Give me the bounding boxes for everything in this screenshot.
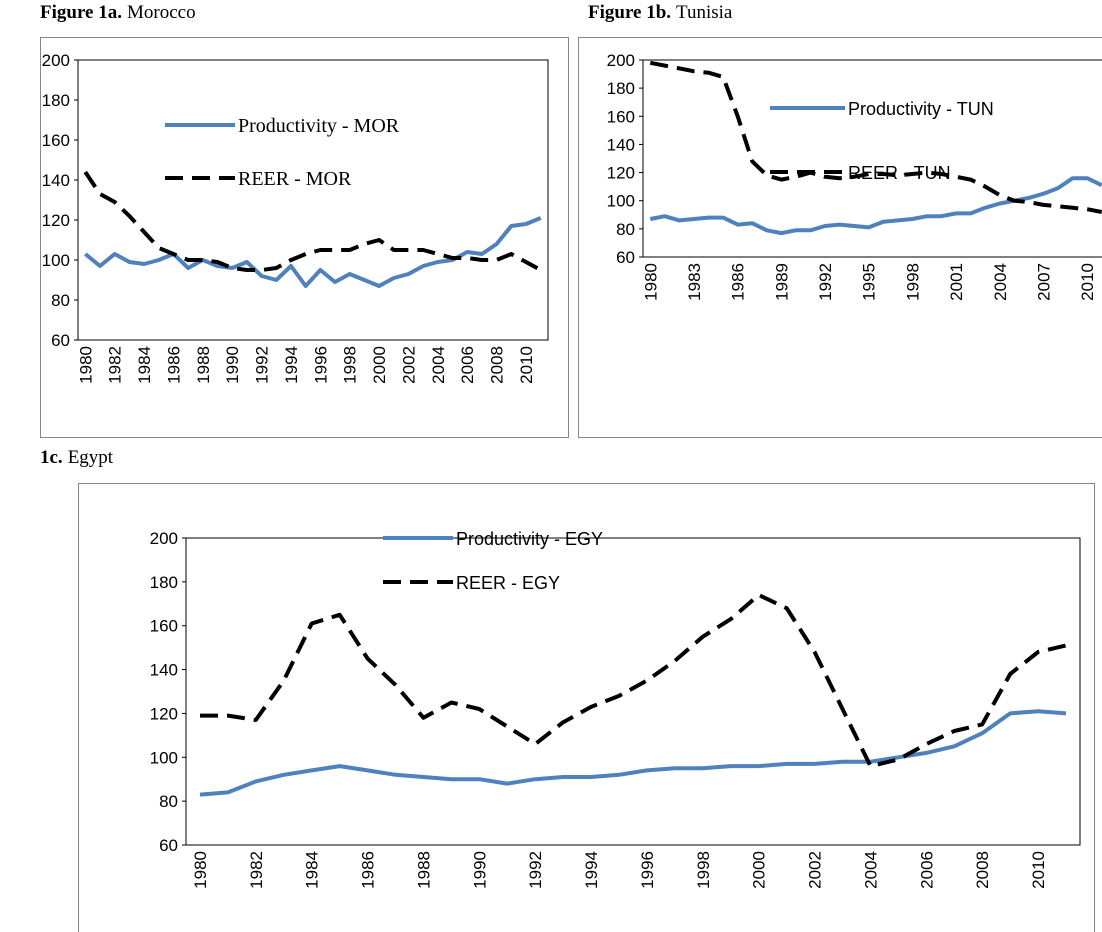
x-tick-label: 1996 [638,851,657,889]
x-tick-label: 1998 [694,851,713,889]
y-tick-label: 200 [607,51,635,70]
x-tick-label: 2008 [488,346,507,384]
x-tick-label: 1984 [135,346,154,384]
x-tick-label: 1980 [191,851,210,889]
x-tick-label: 1990 [470,851,489,889]
figure-label: Figure 1b. [588,2,671,23]
x-tick-label: 2006 [458,346,477,384]
y-tick-label: 140 [607,135,635,154]
y-tick-label: 120 [42,211,70,230]
x-tick-label: 2006 [917,851,936,889]
x-tick-label: 1984 [303,851,322,889]
y-tick-label: 160 [607,107,635,126]
y-tick-label: 180 [150,573,178,592]
figure-label: 1c. [40,447,63,468]
x-tick-label: 1992 [253,346,272,384]
x-tick-label: 2002 [399,346,418,384]
chart-frame [578,37,1102,438]
x-tick-label: 2000 [750,851,769,889]
x-tick-label: 1994 [282,346,301,384]
y-tick-label: 60 [51,331,70,350]
y-tick-label: 200 [150,529,178,548]
y-tick-label: 100 [42,251,70,270]
x-tick-label: 2010 [1029,851,1048,889]
y-tick-label: 180 [607,79,635,98]
x-tick-label: 2004 [861,851,880,889]
x-tick-label: 2001 [947,263,966,301]
chart-title: 1c. Egypt [40,447,114,468]
x-tick-label: 1982 [106,346,125,384]
x-tick-label: 2000 [370,346,389,384]
x-tick-label: 1989 [772,263,791,301]
x-tick-label: 2002 [806,851,825,889]
x-tick-label: 1982 [247,851,266,889]
series-line [649,176,1102,236]
series-line [83,170,542,272]
legend-label: REER - EGY [456,573,560,593]
y-tick-label: 140 [42,171,70,190]
x-tick-label: 2010 [517,346,536,384]
x-tick-label: 2007 [1034,263,1053,301]
y-tick-label: 60 [616,248,635,267]
legend-label: Productivity - MOR [238,115,400,137]
y-tick-label: 80 [159,792,178,811]
y-tick-label: 120 [150,704,178,723]
y-tick-label: 140 [150,661,178,680]
x-tick-label: 1980 [76,346,95,384]
chart-frame [78,483,1095,932]
x-tick-label: 2010 [1078,263,1097,301]
x-tick-label: 1986 [164,346,183,384]
legend-label: Productivity - EGY [456,529,603,549]
x-tick-label: 1988 [414,851,433,889]
y-tick-label: 120 [607,164,635,183]
x-tick-label: 1996 [311,346,330,384]
y-tick-label: 80 [51,291,70,310]
chart-frame [40,37,569,438]
y-tick-label: 100 [607,192,635,211]
x-tick-label: 1983 [685,263,704,301]
x-tick-label: 1988 [194,346,213,384]
plot-frame [642,59,1102,258]
legend-label: REER - TUN [848,163,951,183]
series-line [199,709,1067,797]
series-line [200,593,1067,769]
x-tick-label: 1992 [816,263,835,301]
title-text: Egypt [68,447,114,468]
y-tick-label: 180 [42,91,70,110]
x-tick-label: 2004 [991,263,1010,301]
plot-frame [77,59,549,341]
y-tick-label: 80 [616,220,635,239]
title-text: Morocco [127,2,196,23]
x-tick-label: 1986 [729,263,748,301]
x-tick-label: 1992 [526,851,545,889]
chart-title: Figure 1b. Tunisia [588,2,733,23]
legend-label: REER - MOR [238,168,352,190]
plot-frame [185,537,1081,846]
x-tick-label: 1994 [582,851,601,889]
y-tick-label: 200 [42,51,70,70]
x-tick-label: 1995 [860,263,879,301]
x-tick-label: 1998 [903,263,922,301]
legend-label: Productivity - TUN [848,99,994,119]
x-tick-label: 1980 [641,263,660,301]
x-tick-label: 2004 [429,346,448,384]
y-tick-label: 160 [150,617,178,636]
y-tick-label: 160 [42,131,70,150]
y-tick-label: 100 [150,748,178,767]
series-line [84,216,542,288]
x-tick-label: 1990 [223,346,242,384]
title-text: Tunisia [676,2,733,23]
x-tick-label: 2008 [973,851,992,889]
x-tick-label: 1998 [341,346,360,384]
figure-label: Figure 1a. [40,2,122,23]
y-tick-label: 60 [159,836,178,855]
series-line [649,60,1102,214]
x-tick-label: 1986 [359,851,378,889]
chart-title: Figure 1a. Morocco [40,2,196,23]
